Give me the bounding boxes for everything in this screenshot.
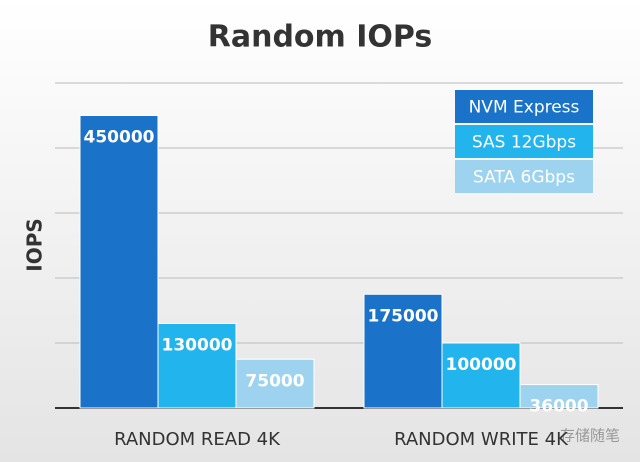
legend-swatch: [455, 90, 593, 123]
value-label: 36000: [529, 397, 588, 417]
x-tick-label: RANDOM WRITE 4K: [394, 429, 569, 450]
bar: [441, 342, 521, 409]
x-tick-label: RANDOM READ 4K: [114, 429, 281, 450]
bar: [519, 384, 599, 409]
value-label: 450000: [84, 128, 155, 148]
legend-swatch: [455, 160, 593, 193]
bar: [235, 358, 315, 409]
value-label: 100000: [446, 355, 517, 375]
bar: [79, 115, 159, 409]
legend-label: NVM Express: [469, 98, 580, 118]
watermark: 存储随笔: [560, 427, 620, 445]
chart-title: Random IOPs: [208, 20, 432, 55]
value-label: 175000: [368, 306, 439, 326]
value-label: 75000: [245, 371, 304, 391]
legend-label: SAS 12Gbps: [472, 133, 576, 153]
value-label: 130000: [162, 336, 233, 356]
bar: [363, 293, 443, 409]
y-axis-label: IOPS: [23, 218, 47, 272]
legend-swatch: [455, 125, 593, 158]
legend-label: SATA 6Gbps: [473, 168, 575, 188]
